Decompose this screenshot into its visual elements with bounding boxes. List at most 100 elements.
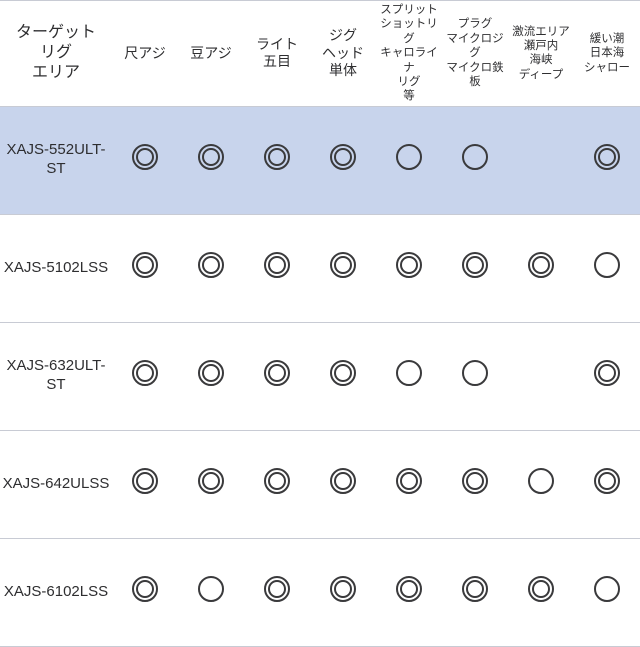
cell	[112, 430, 178, 538]
cell	[244, 430, 310, 538]
header-col-5: プラグ マイクロジグ マイクロ鉄板	[442, 1, 508, 107]
double-circle-icon	[396, 252, 422, 278]
cell	[244, 214, 310, 322]
single-circle-icon	[528, 468, 554, 494]
cell	[310, 214, 376, 322]
header-col-7: 緩い潮 日本海 シャロー	[574, 1, 640, 107]
double-circle-icon	[264, 468, 290, 494]
double-circle-icon	[264, 360, 290, 386]
double-circle-icon	[132, 144, 158, 170]
table-row: XAJS-632ULT- ST	[0, 322, 640, 430]
header-corner: ターゲット リグ エリア	[0, 1, 112, 107]
single-circle-icon	[396, 360, 422, 386]
header-col-4: スプリット ショットリグ キャロライナ リグ 等	[376, 1, 442, 107]
cell	[310, 322, 376, 430]
row-label: XAJS-552ULT- ST	[0, 106, 112, 214]
cell	[442, 538, 508, 646]
double-circle-icon	[396, 468, 422, 494]
double-circle-icon	[330, 144, 356, 170]
header-col-6: 激流エリア 瀬戸内 海峡 ディープ	[508, 1, 574, 107]
header-col-1: 豆アジ	[178, 1, 244, 107]
cell	[574, 538, 640, 646]
cell	[442, 430, 508, 538]
double-circle-icon	[264, 144, 290, 170]
row-label: XAJS-642ULSS	[0, 430, 112, 538]
cell	[112, 106, 178, 214]
cell	[376, 430, 442, 538]
cell	[310, 106, 376, 214]
cell	[376, 106, 442, 214]
cell	[574, 106, 640, 214]
double-circle-icon	[198, 468, 224, 494]
single-circle-icon	[594, 576, 620, 602]
cell	[178, 538, 244, 646]
cell	[112, 538, 178, 646]
double-circle-icon	[132, 468, 158, 494]
table-row: XAJS-642ULSS	[0, 430, 640, 538]
cell	[442, 322, 508, 430]
header-col-3: ジグ ヘッド 単体	[310, 1, 376, 107]
cell	[376, 322, 442, 430]
cell	[178, 106, 244, 214]
double-circle-icon	[462, 576, 488, 602]
double-circle-icon	[594, 360, 620, 386]
row-label: XAJS-6102LSS	[0, 538, 112, 646]
cell	[244, 322, 310, 430]
cell	[442, 106, 508, 214]
cell	[574, 430, 640, 538]
cell	[508, 322, 574, 430]
double-circle-icon	[198, 144, 224, 170]
cell	[574, 214, 640, 322]
single-circle-icon	[594, 252, 620, 278]
double-circle-icon	[264, 576, 290, 602]
table-row: XAJS-552ULT- ST	[0, 106, 640, 214]
cell	[376, 214, 442, 322]
double-circle-icon	[330, 252, 356, 278]
table-row: XAJS-6102LSS	[0, 538, 640, 646]
cell	[442, 214, 508, 322]
row-label: XAJS-632ULT- ST	[0, 322, 112, 430]
cell	[178, 214, 244, 322]
double-circle-icon	[528, 576, 554, 602]
double-circle-icon	[198, 360, 224, 386]
table-row: XAJS-5102LSS	[0, 214, 640, 322]
single-circle-icon	[198, 576, 224, 602]
table-header-row: ターゲット リグ エリア 尺アジ 豆アジ ライト 五目 ジグ ヘッド 単体 スプ…	[0, 1, 640, 107]
cell	[244, 106, 310, 214]
cell	[112, 214, 178, 322]
single-circle-icon	[462, 144, 488, 170]
double-circle-icon	[198, 252, 224, 278]
double-circle-icon	[264, 252, 290, 278]
header-col-2: ライト 五目	[244, 1, 310, 107]
cell	[508, 106, 574, 214]
double-circle-icon	[132, 252, 158, 278]
double-circle-icon	[330, 468, 356, 494]
header-col-0: 尺アジ	[112, 1, 178, 107]
double-circle-icon	[396, 576, 422, 602]
double-circle-icon	[132, 360, 158, 386]
double-circle-icon	[132, 576, 158, 602]
double-circle-icon	[594, 468, 620, 494]
double-circle-icon	[462, 252, 488, 278]
double-circle-icon	[594, 144, 620, 170]
cell	[508, 538, 574, 646]
cell	[112, 322, 178, 430]
cell	[244, 538, 310, 646]
double-circle-icon	[528, 252, 554, 278]
cell	[178, 322, 244, 430]
cell	[376, 538, 442, 646]
cell	[508, 430, 574, 538]
row-label: XAJS-5102LSS	[0, 214, 112, 322]
compatibility-table: ターゲット リグ エリア 尺アジ 豆アジ ライト 五目 ジグ ヘッド 単体 スプ…	[0, 0, 640, 647]
cell	[310, 538, 376, 646]
cell	[574, 322, 640, 430]
double-circle-icon	[330, 360, 356, 386]
single-circle-icon	[462, 360, 488, 386]
single-circle-icon	[396, 144, 422, 170]
cell	[508, 214, 574, 322]
double-circle-icon	[462, 468, 488, 494]
cell	[310, 430, 376, 538]
double-circle-icon	[330, 576, 356, 602]
table-body: XAJS-552ULT- STXAJS-5102LSSXAJS-632ULT- …	[0, 106, 640, 646]
cell	[178, 430, 244, 538]
